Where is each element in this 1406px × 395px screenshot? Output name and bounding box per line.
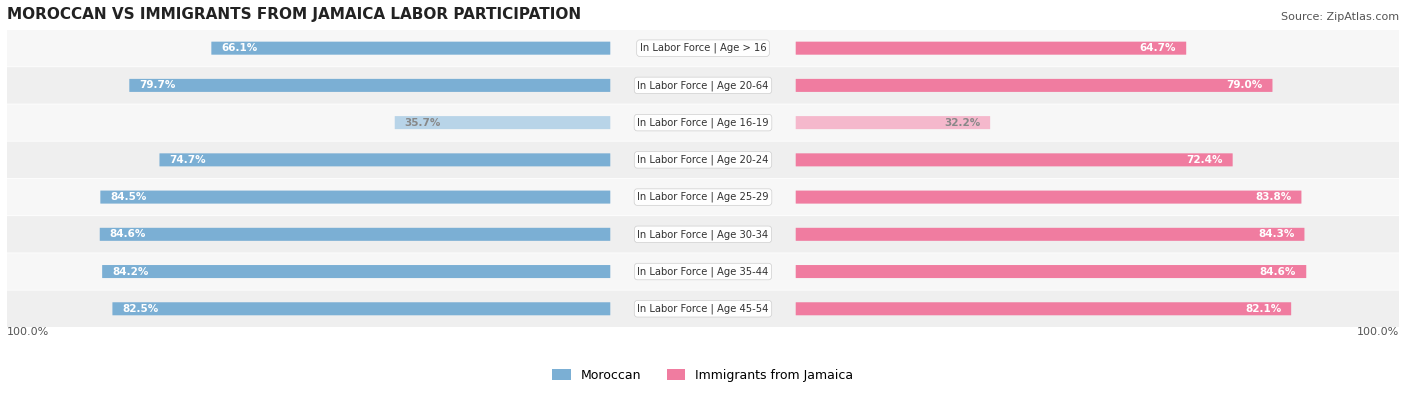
Text: In Labor Force | Age 20-64: In Labor Force | Age 20-64 [637, 80, 769, 90]
FancyBboxPatch shape [7, 67, 1399, 103]
FancyBboxPatch shape [100, 190, 610, 203]
Text: In Labor Force | Age 30-34: In Labor Force | Age 30-34 [637, 229, 769, 239]
Text: 82.1%: 82.1% [1244, 304, 1281, 314]
Text: In Labor Force | Age 45-54: In Labor Force | Age 45-54 [637, 303, 769, 314]
FancyBboxPatch shape [7, 253, 1399, 290]
Text: 83.8%: 83.8% [1256, 192, 1291, 202]
FancyBboxPatch shape [129, 79, 610, 92]
Text: MOROCCAN VS IMMIGRANTS FROM JAMAICA LABOR PARTICIPATION: MOROCCAN VS IMMIGRANTS FROM JAMAICA LABO… [7, 7, 581, 22]
FancyBboxPatch shape [796, 153, 1233, 166]
Text: 32.2%: 32.2% [943, 118, 980, 128]
Text: 35.7%: 35.7% [405, 118, 441, 128]
FancyBboxPatch shape [7, 142, 1399, 178]
Text: In Labor Force | Age 16-19: In Labor Force | Age 16-19 [637, 117, 769, 128]
FancyBboxPatch shape [796, 79, 1272, 92]
Text: In Labor Force | Age 35-44: In Labor Force | Age 35-44 [637, 266, 769, 277]
Text: 64.7%: 64.7% [1140, 43, 1177, 53]
Text: Source: ZipAtlas.com: Source: ZipAtlas.com [1281, 12, 1399, 22]
FancyBboxPatch shape [796, 116, 990, 129]
FancyBboxPatch shape [7, 179, 1399, 215]
FancyBboxPatch shape [159, 153, 610, 166]
Text: 84.5%: 84.5% [111, 192, 146, 202]
FancyBboxPatch shape [796, 265, 1306, 278]
Text: 79.0%: 79.0% [1226, 81, 1263, 90]
FancyBboxPatch shape [796, 228, 1305, 241]
Text: 100.0%: 100.0% [7, 327, 49, 337]
Text: 66.1%: 66.1% [221, 43, 257, 53]
FancyBboxPatch shape [211, 41, 610, 55]
Text: 79.7%: 79.7% [139, 81, 176, 90]
Text: 100.0%: 100.0% [1357, 327, 1399, 337]
FancyBboxPatch shape [7, 216, 1399, 252]
Text: 84.3%: 84.3% [1258, 229, 1295, 239]
FancyBboxPatch shape [796, 190, 1302, 203]
Text: In Labor Force | Age 20-24: In Labor Force | Age 20-24 [637, 154, 769, 165]
FancyBboxPatch shape [112, 302, 610, 315]
FancyBboxPatch shape [796, 302, 1291, 315]
FancyBboxPatch shape [395, 116, 610, 129]
Legend: Moroccan, Immigrants from Jamaica: Moroccan, Immigrants from Jamaica [547, 364, 859, 387]
Text: 84.6%: 84.6% [1260, 267, 1296, 276]
FancyBboxPatch shape [100, 228, 610, 241]
Text: In Labor Force | Age 25-29: In Labor Force | Age 25-29 [637, 192, 769, 202]
Text: 74.7%: 74.7% [170, 155, 207, 165]
FancyBboxPatch shape [7, 104, 1399, 141]
Text: 72.4%: 72.4% [1187, 155, 1223, 165]
FancyBboxPatch shape [103, 265, 610, 278]
FancyBboxPatch shape [7, 291, 1399, 327]
FancyBboxPatch shape [796, 41, 1187, 55]
Text: In Labor Force | Age > 16: In Labor Force | Age > 16 [640, 43, 766, 53]
Text: 84.2%: 84.2% [112, 267, 149, 276]
Text: 84.6%: 84.6% [110, 229, 146, 239]
FancyBboxPatch shape [7, 30, 1399, 66]
Text: 82.5%: 82.5% [122, 304, 159, 314]
